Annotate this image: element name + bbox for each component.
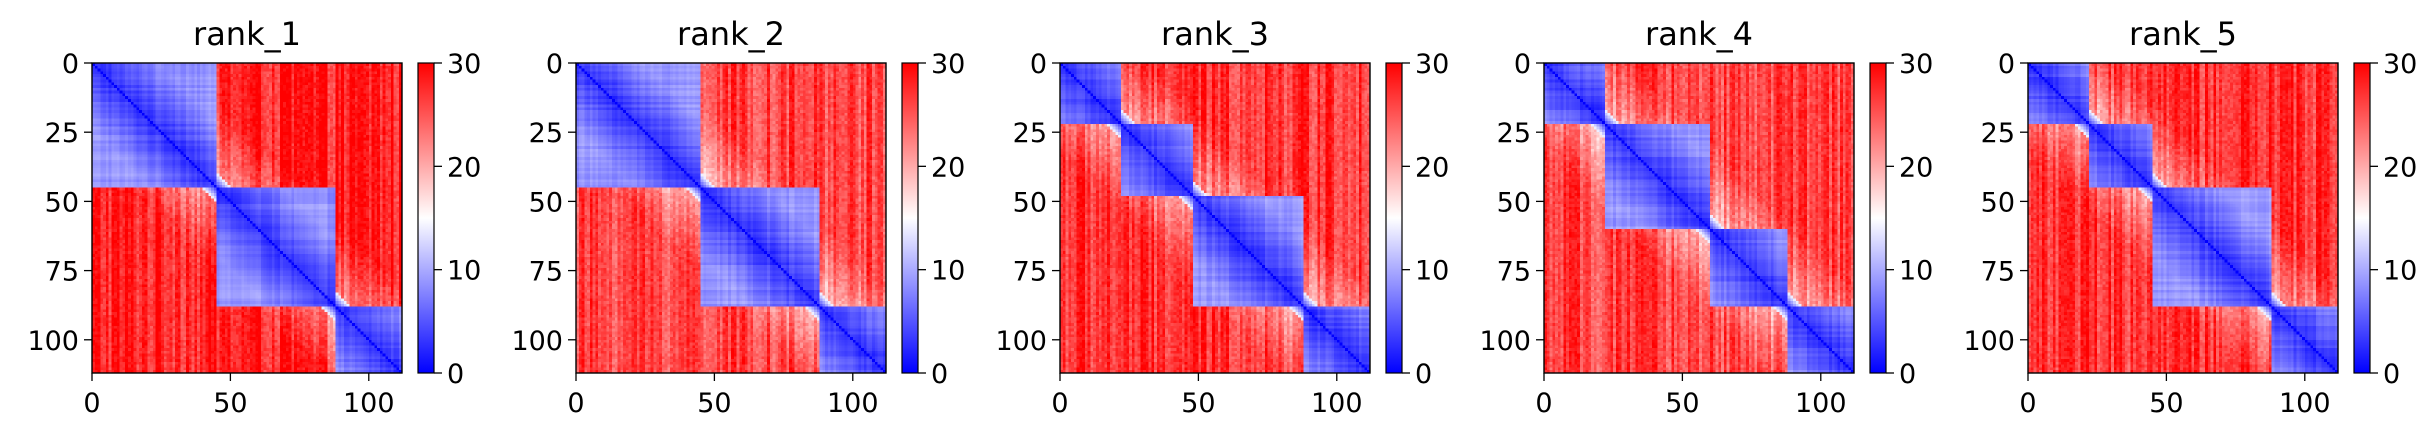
colorbar-tick-label: 10 <box>2383 256 2417 287</box>
x-tick-label: 0 <box>1051 388 1068 419</box>
panel-title: rank_5 <box>2129 15 2237 53</box>
colorbar-tick-label: 10 <box>1899 256 1933 287</box>
colorbar-tick-label: 0 <box>1415 359 1432 390</box>
x-tick-label: 50 <box>1665 388 1699 419</box>
x-tick-label: 50 <box>213 388 247 419</box>
x-tick-label: 0 <box>2019 388 2036 419</box>
colorbar-tick-label: 20 <box>447 152 481 183</box>
colorbar <box>1869 62 1887 374</box>
y-tick-label: 50 <box>1981 187 2015 218</box>
colorbar-tick-label: 0 <box>447 359 464 390</box>
y-tick-label: 100 <box>1963 326 2015 357</box>
colorbar <box>2353 62 2371 374</box>
x-tick-label: 50 <box>1181 388 1215 419</box>
colorbar-tick-label: 20 <box>931 152 965 183</box>
heatmap-image <box>576 63 886 373</box>
heatmap-image <box>92 63 402 373</box>
y-tick-label: 100 <box>1479 326 1531 357</box>
colorbar-tick-label: 30 <box>2383 49 2417 80</box>
colorbar-tick-label: 0 <box>931 359 948 390</box>
colorbar-tick-label: 10 <box>931 256 965 287</box>
y-tick-label: 25 <box>1013 118 1047 149</box>
colorbar-tick-label: 20 <box>1415 152 1449 183</box>
colorbar-tick-label: 30 <box>447 49 481 80</box>
colorbar-tick-label: 30 <box>931 49 965 80</box>
x-tick-label: 100 <box>827 388 879 419</box>
y-tick-label: 75 <box>1497 257 1531 288</box>
colorbar-tick-label: 0 <box>2383 359 2400 390</box>
x-tick-label: 50 <box>2149 388 2183 419</box>
plot-frame <box>1543 62 1855 374</box>
y-tick-label: 75 <box>529 257 563 288</box>
y-tick-label: 75 <box>1981 257 2015 288</box>
y-tick-label: 25 <box>1981 118 2015 149</box>
colorbar <box>417 62 435 374</box>
plot-frame <box>2027 62 2339 374</box>
y-tick-label: 0 <box>62 49 79 80</box>
colorbar-tick-label: 10 <box>1415 256 1449 287</box>
heatmap-image <box>1544 63 1854 373</box>
x-tick-label: 0 <box>1535 388 1552 419</box>
plot-frame <box>91 62 403 374</box>
y-tick-label: 100 <box>511 326 563 357</box>
y-tick-label: 100 <box>995 326 1047 357</box>
colorbar-tick-label: 30 <box>1415 49 1449 80</box>
y-tick-label: 50 <box>45 187 79 218</box>
colorbar-tick-label: 20 <box>2383 152 2417 183</box>
panel-title: rank_1 <box>193 15 301 53</box>
y-tick-label: 100 <box>27 326 79 357</box>
y-tick-label: 25 <box>1497 118 1531 149</box>
colorbar-tick-label: 10 <box>447 256 481 287</box>
colorbar <box>901 62 919 374</box>
plot-frame <box>1059 62 1371 374</box>
y-tick-label: 50 <box>1013 187 1047 218</box>
plot-frame <box>575 62 887 374</box>
x-tick-label: 100 <box>343 388 395 419</box>
y-tick-label: 25 <box>529 118 563 149</box>
panel-title: rank_4 <box>1645 15 1753 53</box>
x-tick-label: 50 <box>697 388 731 419</box>
x-tick-label: 100 <box>1311 388 1363 419</box>
x-tick-label: 0 <box>567 388 584 419</box>
y-tick-label: 75 <box>45 257 79 288</box>
y-tick-label: 0 <box>546 49 563 80</box>
colorbar-tick-label: 30 <box>1899 49 1933 80</box>
panel-title: rank_2 <box>677 15 785 53</box>
y-tick-label: 0 <box>1514 49 1531 80</box>
colorbar <box>1385 62 1403 374</box>
y-tick-label: 50 <box>1497 187 1531 218</box>
x-tick-label: 0 <box>83 388 100 419</box>
y-tick-label: 25 <box>45 118 79 149</box>
heatmap-image <box>1060 63 1370 373</box>
y-tick-label: 75 <box>1013 257 1047 288</box>
y-tick-label: 0 <box>1998 49 2015 80</box>
colorbar-tick-label: 0 <box>1899 359 1916 390</box>
x-tick-label: 100 <box>1795 388 1847 419</box>
panel-title: rank_3 <box>1161 15 1269 53</box>
x-tick-label: 100 <box>2279 388 2331 419</box>
colorbar-tick-label: 20 <box>1899 152 1933 183</box>
y-tick-label: 0 <box>1030 49 1047 80</box>
y-tick-label: 50 <box>529 187 563 218</box>
heatmap-image <box>2028 63 2338 373</box>
